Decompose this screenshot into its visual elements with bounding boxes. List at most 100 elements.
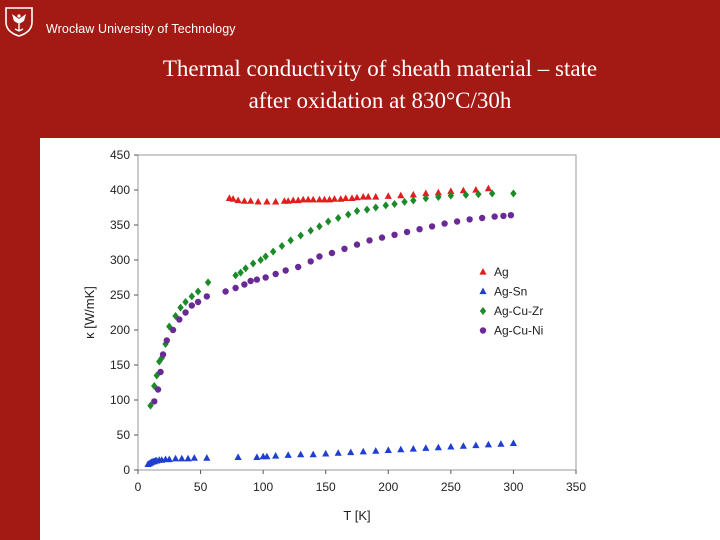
y-tick-label: 350 [110, 218, 130, 232]
university-name: Wrocław University of Technology [46, 22, 236, 36]
data-point-ag [320, 195, 329, 203]
x-tick-label: 0 [135, 480, 142, 494]
thermal-conductivity-chart: 0 50 100 150 200 250 300 350 400 450 0 50 100 150 200 2… [82, 148, 586, 523]
data-point-ag-cu-zr [372, 203, 379, 212]
data-point-ag [364, 193, 372, 200]
data-point-ag-cu-ni [182, 309, 189, 316]
x-tick-label: 100 [253, 480, 273, 494]
y-tick-label: 300 [110, 253, 130, 267]
data-point-ag-sn [434, 443, 442, 451]
data-point-ag-cu-zr [166, 322, 173, 331]
data-point-ag-cu-zr [510, 189, 517, 198]
data-point-ag-cu-ni [307, 258, 314, 265]
data-point-ag-cu-zr [297, 231, 304, 240]
eagle-crest-icon [5, 7, 33, 37]
y-axis-label: κ [W/mK] [82, 286, 97, 339]
data-point-ag [337, 195, 345, 202]
data-point-ag-cu-zr [447, 191, 455, 200]
data-point-ag-cu-ni [188, 302, 196, 309]
data-point-ag-cu-zr [391, 200, 398, 208]
legend-label-ag-cu-ni: Ag-Cu-Ni [494, 324, 543, 338]
data-point-ag [384, 192, 392, 199]
data-point-ag-cu-ni [154, 386, 162, 393]
data-point-ag [284, 197, 292, 204]
data-point-ag-sn [409, 445, 417, 452]
data-point-ag [409, 190, 417, 198]
x-tick-label: 350 [566, 480, 586, 494]
data-point-ag [372, 193, 380, 200]
data-point-ag [422, 189, 430, 197]
x-tick-label: 150 [316, 480, 336, 494]
data-point-ag-sn [284, 451, 292, 458]
x-tick-label: 250 [441, 480, 461, 494]
data-point-ag-cu-zr [410, 196, 417, 205]
data-point-ag-cu-ni [163, 337, 170, 344]
data-point-ag [459, 186, 467, 194]
data-point-ag-cu-ni [151, 398, 158, 405]
legend-marker-ag-cu-zr [479, 307, 487, 315]
data-point-ag-sn [384, 446, 392, 453]
data-point-ag-cu-ni [491, 213, 498, 220]
data-point-ag-cu-zr [172, 312, 179, 320]
slide-title: Thermal conductivity of sheath material … [40, 53, 720, 117]
header-bar [0, 0, 720, 42]
left-accent-bar [0, 0, 40, 540]
data-point-ag-cu-zr [316, 222, 323, 231]
data-point-ag-sn [334, 449, 342, 456]
data-point-ag-cu-zr [353, 207, 361, 215]
data-point-ag-cu-ni [194, 298, 202, 306]
legend-marker-ag-sn [479, 287, 487, 295]
y-tick-label: 450 [110, 148, 130, 162]
data-point-ag-cu-ni [159, 351, 167, 358]
data-point-ag-cu-zr [249, 259, 257, 268]
y-tick-label: 0 [123, 463, 130, 477]
data-point-ag [447, 187, 455, 194]
data-point-ag-cu-zr [401, 197, 408, 206]
data-point-ag-cu-zr [278, 242, 286, 250]
legend-label-ag-sn: Ag-Sn [494, 285, 527, 299]
data-point-ag-cu-zr [182, 298, 189, 306]
legend-marker-ag-cu-ni [479, 327, 487, 334]
x-tick-label: 300 [503, 480, 523, 494]
data-point-ag [299, 195, 307, 203]
data-point-ag [234, 196, 242, 204]
data-point-ag-sn [171, 454, 180, 462]
data-point-ag-cu-ni [500, 212, 507, 220]
data-point-ag-sn [234, 453, 242, 460]
data-point-ag-cu-ni [453, 218, 461, 225]
data-point-ag [254, 197, 262, 205]
data-point-ag [247, 197, 255, 204]
data-point-ag-cu-ni [176, 316, 183, 323]
data-point-ag-cu-ni [169, 326, 177, 334]
data-point-ag [309, 195, 317, 203]
data-point-ag-cu-zr [232, 271, 239, 280]
data-point-ag-cu-ni [262, 274, 269, 281]
y-tick-label: 150 [110, 358, 130, 372]
slide-title-line-1: Thermal conductivity of sheath material … [162, 56, 598, 81]
data-point-ag [472, 186, 480, 193]
data-point-ag-cu-ni [341, 245, 348, 252]
data-point-ag [304, 195, 312, 203]
data-point-ag-sn [397, 445, 405, 453]
x-tick-label: 200 [378, 480, 398, 494]
x-tick-label: 50 [194, 480, 208, 494]
data-point-ag-sn [309, 450, 317, 458]
data-point-ag-cu-zr [382, 201, 389, 210]
data-point-ag-sn [165, 455, 173, 463]
data-point-ag-cu-ni [403, 228, 411, 236]
data-point-ag-cu-ni [378, 234, 386, 241]
data-point-ag [289, 196, 297, 204]
data-point-ag-cu-zr [363, 205, 371, 214]
data-point-ag-sn [484, 440, 492, 448]
data-point-ag-cu-ni [366, 237, 373, 244]
legend-marker-ag [479, 268, 487, 275]
data-point-ag-sn [509, 439, 518, 446]
data-point-ag [229, 195, 237, 202]
data-point-ag [348, 194, 356, 201]
data-point-ag-cu-zr [269, 247, 277, 256]
data-point-ag-sn [272, 452, 280, 459]
data-point-ag-cu-ni [247, 277, 254, 285]
legend-label-ag: Ag [494, 265, 509, 279]
data-point-ag [263, 197, 271, 205]
data-point-ag-cu-ni [478, 214, 486, 222]
